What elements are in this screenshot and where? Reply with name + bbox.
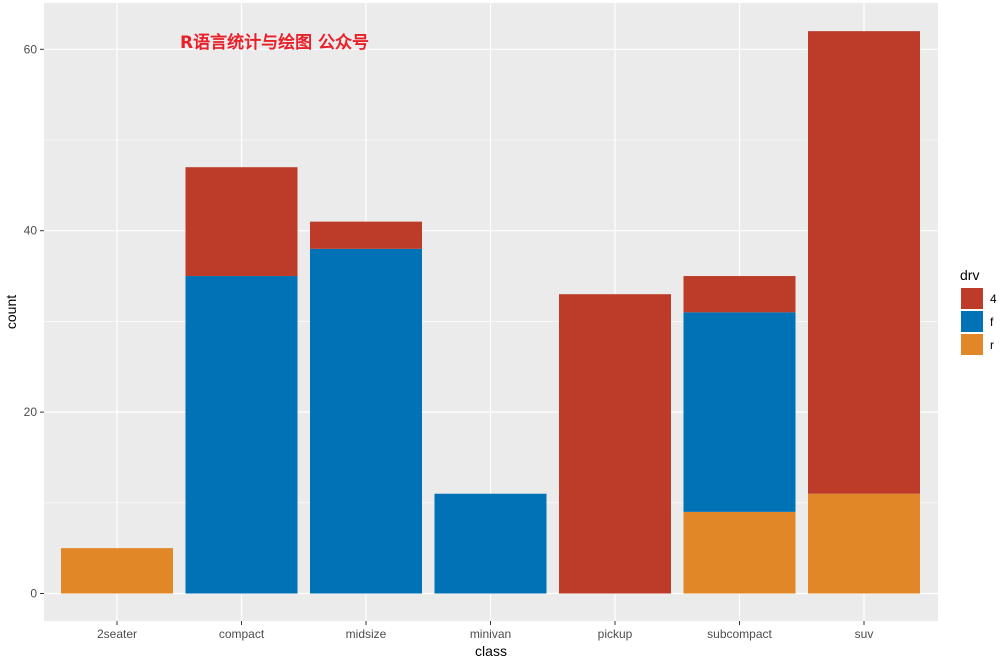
bar-segment-subcompact-4 [683,276,796,313]
x-tick-label: 2seater [97,627,137,641]
legend-label-f: f [990,315,994,329]
legend-label-r: r [990,338,994,352]
bar-segment-compact-f [185,276,298,594]
legend: drv 4 fr [960,267,997,355]
x-axis: 2seater compact midsize minivan pickup subcom… [97,621,873,641]
x-tick-label: pickup [598,627,633,641]
legend-key-4 [961,288,983,309]
bar-segment-subcompact-r [683,511,796,594]
x-tick-label: suv [855,627,874,641]
bar-segment-minivan-f [434,493,547,594]
legend-key-r [961,334,983,355]
y-tick-label: 0 [30,587,37,601]
legend-title: drv [960,267,979,283]
x-axis-title: class [475,643,507,659]
y-tick-label: 40 [24,224,38,238]
y-axis-title: count [3,295,19,329]
bar-segment-suv-r [808,493,920,594]
bar-segment-suv-4 [808,31,920,494]
bar-segment-subcompact-f [683,312,796,512]
bar-stacks [61,31,920,594]
bar-segment-compact-4 [185,167,298,277]
watermark-text: R语言统计与绘图 公众号 [180,32,369,53]
bar-segment-2seater-r [61,548,173,594]
x-tick-label: subcompact [707,627,772,641]
legend-key-f [961,311,983,332]
x-tick-label: midsize [346,627,387,641]
legend-label-4: 4 [990,292,997,306]
y-tick-label: 20 [24,405,38,419]
y-tick-label: 60 [24,42,38,56]
bar-segment-midsize-4 [310,221,422,249]
x-tick-label: minivan [470,627,511,641]
bar-segment-pickup-4 [559,294,671,594]
bar-segment-midsize-f [310,248,422,594]
x-tick-label: compact [219,627,265,641]
y-axis: 0 20 40 60 [24,42,44,601]
